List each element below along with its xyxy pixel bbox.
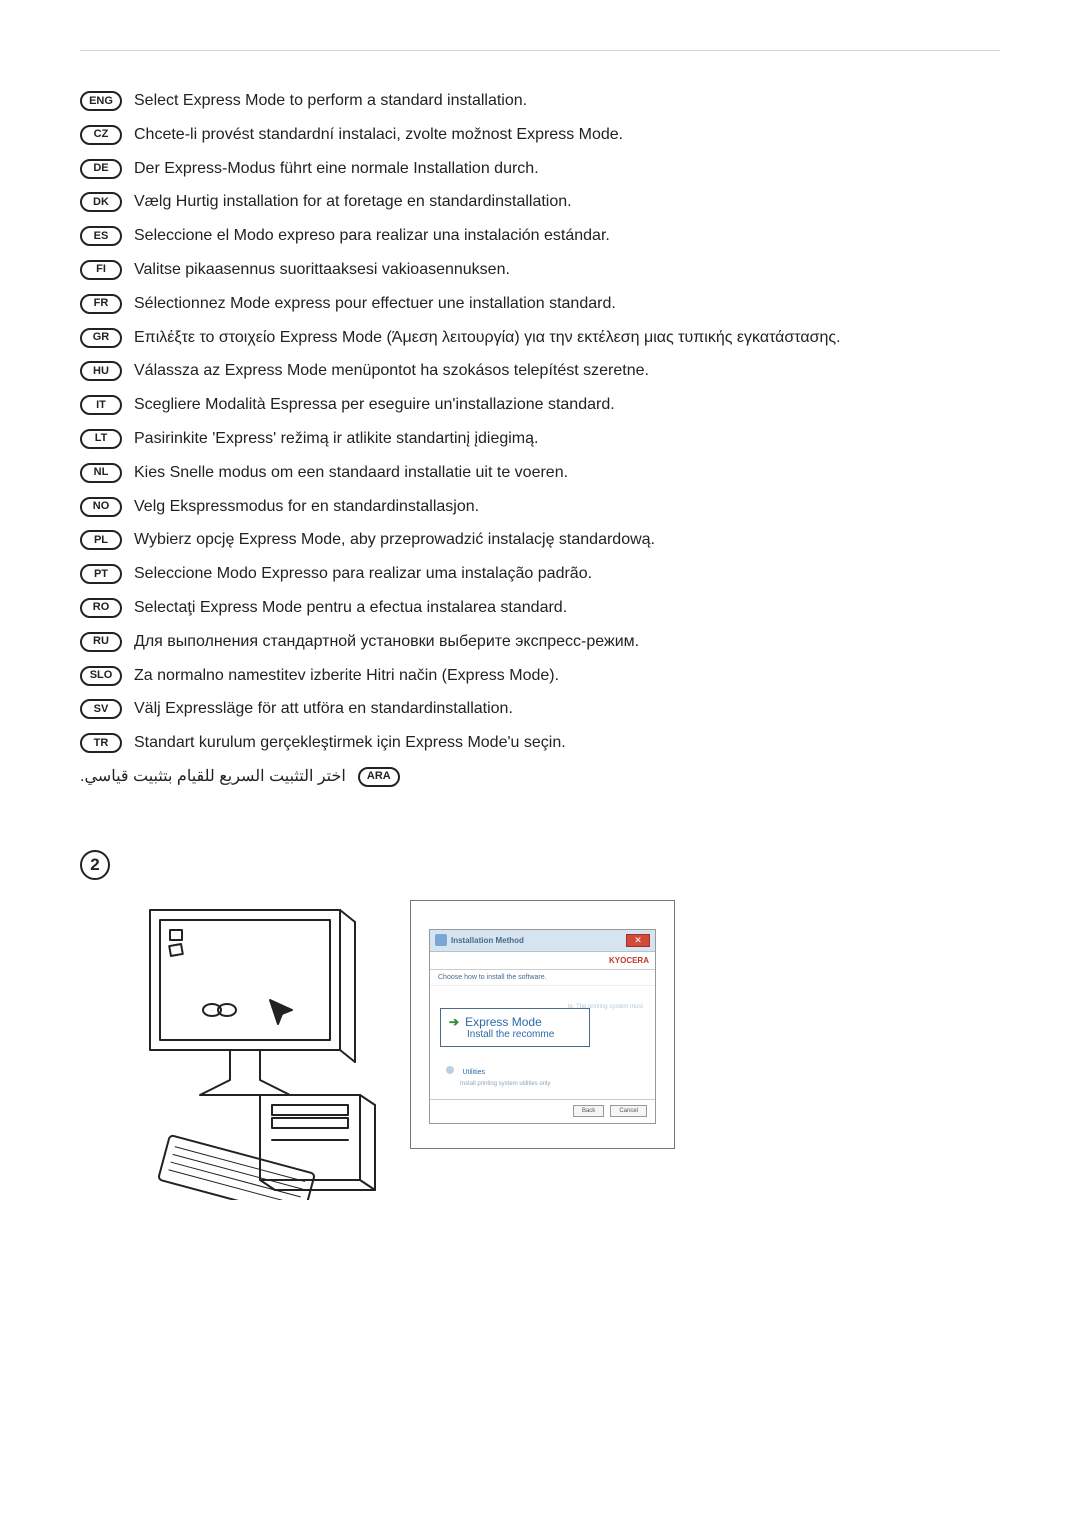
language-row: TR Standart kurulum gerçekleştirmek için … (80, 731, 1000, 756)
dialog-titlebar: Installation Method ✕ (430, 930, 655, 952)
top-divider (80, 50, 1000, 51)
language-row: CZ Chcete-li provést standardní instalaci… (80, 123, 1000, 148)
language-row: RO Selectaţi Express Mode pentru a efectu… (80, 596, 1000, 621)
language-code-badge: FR (80, 294, 122, 314)
language-code-badge: DE (80, 159, 122, 179)
language-code-badge: CZ (80, 125, 122, 145)
illustration-row: Installation Method ✕ KYOCERA Choose how… (100, 900, 1000, 1200)
language-instruction-text: Sélectionnez Mode express pour effectuer… (134, 292, 616, 317)
brand-logo-text: KYOCERA (609, 956, 649, 965)
bullet-icon (446, 1066, 454, 1074)
language-code-badge: FI (80, 260, 122, 280)
language-code-badge: DK (80, 192, 122, 212)
language-instruction-text: Selectaţi Express Mode pentru a efectua … (134, 596, 567, 621)
utilities-option[interactable]: Utilities Install printing system utilit… (440, 1061, 645, 1087)
language-code-badge: ENG (80, 91, 122, 111)
language-code-badge: ES (80, 226, 122, 246)
language-row: FR Sélectionnez Mode express pour effectu… (80, 292, 1000, 317)
dialog-footer: Back Cancel (430, 1099, 655, 1123)
language-row: IT Scegliere Modalità Espressa per esegui… (80, 393, 1000, 418)
dialog-subtitle: Choose how to install the software. (430, 970, 655, 986)
language-instruction-text: Select Express Mode to perform a standar… (134, 89, 527, 114)
language-instruction-text: Välj Expressläge för att utföra en stand… (134, 697, 513, 722)
language-instruction-text: Valitse pikaasennus suorittaaksesi vakio… (134, 258, 510, 283)
dialog-title: Installation Method (451, 936, 524, 945)
language-code-badge: RU (80, 632, 122, 652)
language-code-badge: ARA (358, 767, 400, 787)
close-icon[interactable]: ✕ (626, 934, 650, 947)
language-code-badge: HU (80, 361, 122, 381)
window-icon (435, 934, 447, 946)
language-instruction-text: Seleccione Modo Expresso para realizar u… (134, 562, 592, 587)
language-instruction-text: Επιλέξτε το στοιχείο Express Mode (Άμεση… (134, 326, 841, 351)
language-instruction-text: Pasirinkite 'Express' režimą ir atlikite… (134, 427, 538, 452)
language-row: NL Kies Snelle modus om een standaard ins… (80, 461, 1000, 486)
dialog-body: te: The printing system must ➔ Express M… (430, 986, 655, 1099)
express-mode-title: Express Mode (465, 1015, 542, 1029)
language-code-badge: SLO (80, 666, 122, 686)
language-row: LT Pasirinkite 'Express' režimą ir atliki… (80, 427, 1000, 452)
language-instruction-text: Chcete-li provést standardní instalaci, … (134, 123, 623, 148)
language-code-badge: NO (80, 497, 122, 517)
computer-illustration (100, 900, 380, 1200)
language-instruction-text: Для выполнения стандартной установки выб… (134, 630, 639, 655)
utilities-label: Utilities (462, 1069, 485, 1076)
language-row: RU Для выполнения стандартной установки в… (80, 630, 1000, 655)
language-instruction-text: Velg Ekspressmodus for en standardinstal… (134, 495, 479, 520)
language-row: SLO Za normalno namestitev izberite Hitri… (80, 664, 1000, 689)
language-code-badge: LT (80, 429, 122, 449)
back-button[interactable]: Back (573, 1105, 604, 1117)
language-code-badge: RO (80, 598, 122, 618)
language-instruction-text: اختر التثبيت السريع للقيام بتثبيت قياسي. (80, 765, 346, 790)
language-code-badge: GR (80, 328, 122, 348)
language-instruction-text: Standart kurulum gerçekleştirmek için Ex… (134, 731, 566, 756)
language-row: FI Valitse pikaasennus suorittaaksesi vak… (80, 258, 1000, 283)
brand-bar: KYOCERA (430, 952, 655, 970)
language-code-badge: PT (80, 564, 122, 584)
language-instruction-text: Vælg Hurtig installation for at foretage… (134, 190, 572, 215)
language-code-badge: NL (80, 463, 122, 483)
language-code-badge: TR (80, 733, 122, 753)
language-row: NO Velg Ekspressmodus for en standardinst… (80, 495, 1000, 520)
utilities-subtitle: Install printing system utilities only (460, 1081, 645, 1087)
cancel-button[interactable]: Cancel (610, 1105, 647, 1117)
express-mode-subtitle: Install the recomme (467, 1029, 581, 1040)
language-instruction-list: ENG Select Express Mode to perform a stan… (80, 89, 1000, 790)
language-row: DE Der Express-Modus führt eine normale I… (80, 157, 1000, 182)
dialog-callout-frame: Installation Method ✕ KYOCERA Choose how… (410, 900, 675, 1149)
language-instruction-text: Wybierz opcję Express Mode, aby przeprow… (134, 528, 655, 553)
language-row: HU Válassza az Express Mode menüpontot ha… (80, 359, 1000, 384)
express-mode-option[interactable]: ➔ Express Mode Install the recomme (440, 1008, 590, 1047)
language-code-badge: IT (80, 395, 122, 415)
language-instruction-text: Scegliere Modalità Espressa per eseguire… (134, 393, 615, 418)
arrow-right-icon: ➔ (449, 1015, 459, 1029)
step-number-badge: 2 (80, 850, 110, 880)
language-row: PT Seleccione Modo Expresso para realizar… (80, 562, 1000, 587)
language-row: SV Välj Expressläge för att utföra en sta… (80, 697, 1000, 722)
language-row: ENG Select Express Mode to perform a stan… (80, 89, 1000, 114)
language-row: GR Επιλέξτε το στοιχείο Express Mode (Άμε… (80, 326, 1000, 351)
language-code-badge: PL (80, 530, 122, 550)
language-instruction-text: Seleccione el Modo expreso para realizar… (134, 224, 610, 249)
language-row: اختر التثبيت السريع للقيام بتثبيت قياسي.… (80, 765, 1000, 790)
language-instruction-text: Der Express-Modus führt eine normale Ins… (134, 157, 539, 182)
language-row: ES Seleccione el Modo expreso para realiz… (80, 224, 1000, 249)
installer-dialog: Installation Method ✕ KYOCERA Choose how… (429, 929, 656, 1124)
language-code-badge: SV (80, 699, 122, 719)
language-row: DK Vælg Hurtig installation for at foreta… (80, 190, 1000, 215)
language-instruction-text: Za normalno namestitev izberite Hitri na… (134, 664, 559, 689)
language-instruction-text: Kies Snelle modus om een standaard insta… (134, 461, 568, 486)
language-instruction-text: Válassza az Express Mode menüpontot ha s… (134, 359, 649, 384)
language-row: PL Wybierz opcję Express Mode, aby przepr… (80, 528, 1000, 553)
